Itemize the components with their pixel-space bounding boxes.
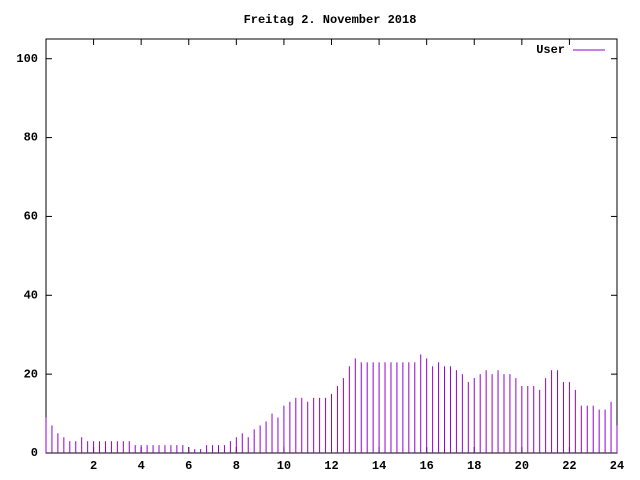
x-tick-label: 18 [467, 459, 481, 473]
y-tick-label: 80 [24, 131, 38, 145]
legend-label: User [536, 43, 565, 57]
x-tick-label: 24 [610, 459, 624, 473]
x-tick-label: 10 [277, 459, 291, 473]
x-tick-label: 20 [515, 459, 529, 473]
x-tick-label: 12 [324, 459, 338, 473]
x-tick-label: 8 [233, 459, 240, 473]
x-tick-label: 4 [138, 459, 145, 473]
x-tick-label: 2 [90, 459, 97, 473]
y-tick-label: 100 [16, 52, 38, 66]
x-tick-label: 14 [372, 459, 386, 473]
y-tick-label: 40 [24, 288, 38, 302]
y-tick-label: 20 [24, 367, 38, 381]
y-tick-label: 0 [31, 446, 38, 460]
x-tick-label: 16 [419, 459, 433, 473]
x-tick-label: 6 [185, 459, 192, 473]
chart-title: Freitag 2. November 2018 [244, 13, 417, 27]
y-tick-label: 60 [24, 210, 38, 224]
x-tick-label: 22 [562, 459, 576, 473]
plot-border [45, 38, 618, 454]
